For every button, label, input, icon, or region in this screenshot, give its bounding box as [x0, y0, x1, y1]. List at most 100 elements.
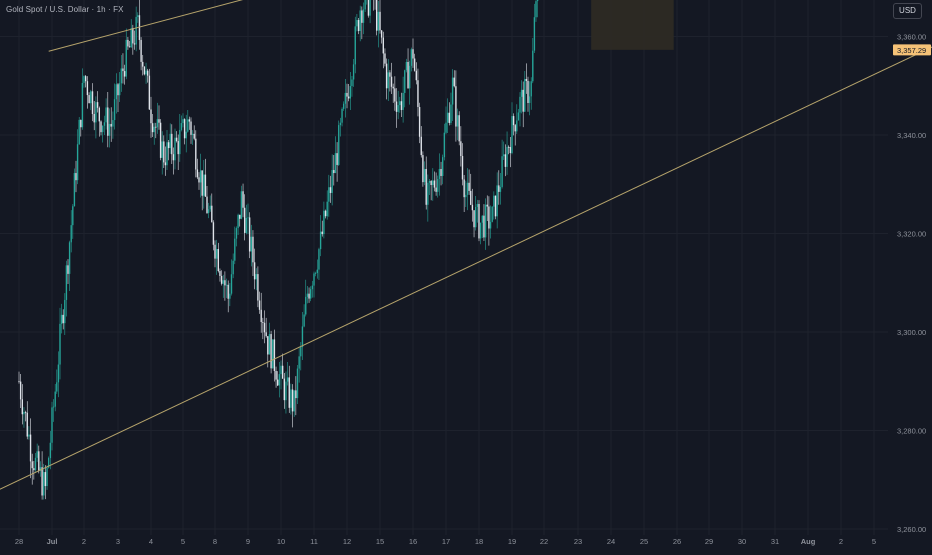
candle-body — [260, 309, 262, 323]
candle-body — [239, 214, 241, 219]
candle-body — [215, 248, 218, 259]
candle-body — [88, 95, 90, 104]
candle-body — [120, 68, 122, 84]
candle-body — [535, 1, 537, 18]
candle-body — [145, 70, 147, 75]
candle-body — [49, 442, 52, 459]
candle-body — [73, 173, 76, 207]
x-tick-label: 4 — [149, 537, 153, 546]
candle-body — [326, 201, 328, 217]
candle-body — [285, 381, 287, 401]
candle-body — [57, 364, 60, 383]
candle-body — [183, 119, 186, 139]
candle-body — [463, 179, 465, 198]
candle-body — [520, 89, 523, 97]
candle-body — [530, 81, 532, 97]
candle-body — [112, 120, 114, 127]
candle-body — [91, 91, 94, 115]
candle-body — [453, 77, 455, 87]
candle-body — [159, 122, 162, 158]
candle-body — [267, 336, 269, 355]
x-tick-label: 8 — [213, 537, 217, 546]
candle-body — [305, 296, 307, 315]
candle-body — [175, 137, 178, 142]
candle-body — [390, 76, 393, 87]
candle-body — [466, 182, 469, 195]
candle-body — [258, 300, 261, 310]
candle-body — [484, 204, 487, 238]
candle-body — [195, 138, 197, 170]
candle-body — [122, 68, 124, 72]
candle-body — [473, 210, 475, 228]
candle-body — [468, 182, 470, 191]
candle-body — [420, 136, 422, 156]
candle-body — [19, 381, 22, 400]
candle-body — [268, 334, 271, 355]
candle-body — [219, 271, 221, 276]
x-tick-label: 17 — [442, 537, 450, 546]
candle-body — [527, 80, 529, 103]
candle-body — [519, 96, 521, 113]
candle-body — [68, 242, 71, 274]
candle-body — [338, 125, 340, 165]
candle-body — [409, 65, 411, 89]
y-tick-label: 3,260.00 — [897, 525, 926, 534]
candle-body — [387, 72, 389, 89]
candle-body — [60, 314, 63, 324]
x-tick-label: 23 — [574, 537, 582, 546]
y-tick-label: 3,340.00 — [897, 131, 926, 140]
candle-body — [450, 104, 452, 123]
candle-body — [489, 221, 492, 229]
candle-body — [240, 191, 243, 219]
candle-body — [44, 472, 47, 487]
candle-body — [471, 204, 474, 211]
candle-body — [220, 275, 223, 284]
candle-body — [415, 70, 417, 81]
stop-price-label-bg — [893, 44, 931, 56]
candle-body — [217, 248, 219, 272]
currency-button[interactable]: USD — [893, 3, 922, 19]
candle-body — [461, 156, 464, 180]
candle-body — [41, 467, 43, 496]
candle-body — [96, 102, 99, 108]
candle-body — [501, 156, 503, 187]
candle-body — [161, 141, 163, 158]
candle-body — [318, 249, 320, 270]
candle-body — [201, 170, 203, 196]
candle-body — [334, 153, 337, 174]
candle-body — [191, 133, 194, 135]
candle-body — [151, 123, 154, 133]
candle-body — [180, 123, 183, 130]
candle-body — [143, 66, 146, 75]
candle-body — [242, 191, 244, 208]
candle-body — [164, 162, 167, 166]
candle-body — [52, 406, 55, 408]
candle-body — [167, 142, 170, 149]
x-tick-label: Aug — [801, 537, 816, 546]
candle-body — [110, 123, 112, 127]
candle-body — [211, 205, 213, 223]
stop-price-label: 3,357.29 — [897, 46, 926, 55]
candle-body — [479, 222, 482, 239]
candle-body — [46, 467, 48, 487]
candle-body — [476, 203, 479, 207]
x-tick-label: 5 — [872, 537, 876, 546]
candle-body — [212, 222, 215, 245]
candle-body — [33, 468, 35, 471]
candle-body — [503, 154, 505, 157]
candle-body — [70, 225, 72, 243]
candle-body — [275, 370, 277, 380]
candle-body — [306, 293, 309, 297]
candle-body — [369, 0, 371, 16]
x-tick-label: 19 — [508, 537, 516, 546]
candle-body — [491, 206, 493, 222]
candle-body — [298, 356, 300, 369]
candle-body — [263, 322, 266, 333]
candle-body — [321, 231, 323, 235]
candle-body — [346, 92, 348, 97]
symbol-title: Gold Spot / U.S. Dollar · 1h · FX — [6, 5, 124, 14]
candle-body — [174, 137, 176, 161]
candle-body — [108, 123, 111, 136]
